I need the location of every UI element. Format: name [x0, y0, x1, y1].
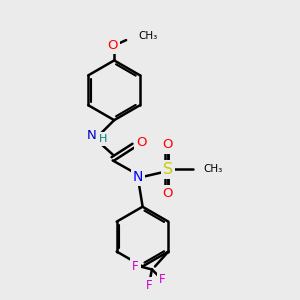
Text: N: N: [86, 130, 96, 142]
Text: CH₃: CH₃: [138, 31, 157, 40]
Text: O: O: [163, 188, 173, 200]
Text: S: S: [163, 162, 173, 177]
Text: N: N: [133, 170, 143, 184]
Text: O: O: [136, 136, 146, 149]
Text: CH₃: CH₃: [204, 164, 223, 174]
Text: H: H: [99, 134, 107, 144]
Text: F: F: [146, 279, 152, 292]
Text: F: F: [159, 273, 166, 286]
Text: F: F: [132, 260, 139, 273]
Text: O: O: [107, 39, 118, 52]
Text: O: O: [163, 138, 173, 152]
